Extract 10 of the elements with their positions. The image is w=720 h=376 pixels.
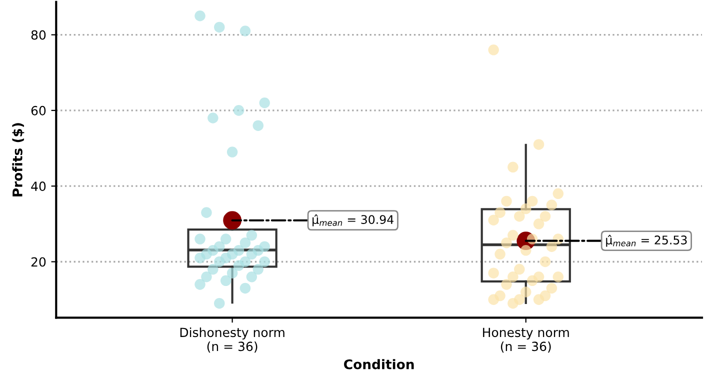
y-tick-label: 20 xyxy=(31,257,46,267)
annotation: μ̂$_{mean}$ = 25.53 xyxy=(606,234,687,247)
y-tick-label: 80 xyxy=(31,30,46,40)
y-tick-label: 60 xyxy=(31,106,46,116)
x-tick-label: Honesty norm (n = 36) xyxy=(483,328,569,353)
x-axis-title: Condition xyxy=(344,359,414,370)
x-tick-label: Dishonesty norm (n = 36) xyxy=(180,327,284,353)
annotation: μ̂$_{mean}$ = 30.94 xyxy=(312,214,394,226)
y-axis-title: Profits ($) xyxy=(12,123,24,196)
y-tick-label: 40 xyxy=(31,182,46,192)
